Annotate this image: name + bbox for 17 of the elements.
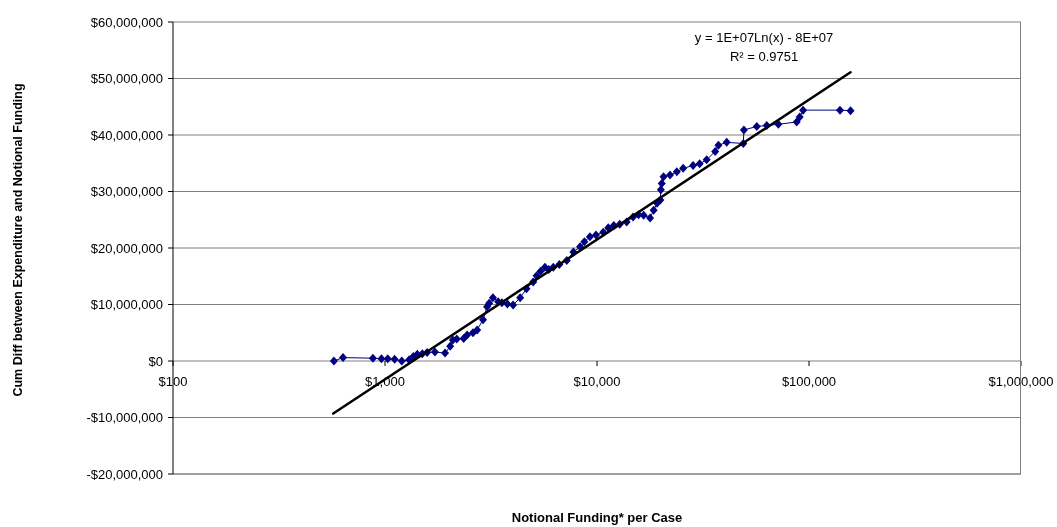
x-tick-label: $100 xyxy=(158,374,188,389)
y-tick-label: -$20,000,000 xyxy=(86,466,163,482)
y-tick-label: $30,000,000 xyxy=(90,184,163,200)
x-tick-label: $100,000 xyxy=(781,374,837,389)
x-tick-label: $1,000,000 xyxy=(988,374,1054,389)
y-tick-label: -$10,000,000 xyxy=(86,410,163,426)
y-tick-label: $60,000,000 xyxy=(90,14,163,30)
x-axis-title: Notional Funding* per Case xyxy=(511,510,683,525)
y-axis-title: Cum Diff between Expenditure and Notional Funding xyxy=(10,83,26,397)
annotation: R² = 0.9751 xyxy=(729,49,799,64)
y-tick-label: $20,000,000 xyxy=(90,240,163,256)
annotation: y = 1E+07Ln(x) - 8E+07 xyxy=(694,30,834,45)
y-tick-label: $10,000,000 xyxy=(90,297,163,313)
y-tick-label: $0 xyxy=(148,353,163,369)
y-tick-label: $40,000,000 xyxy=(90,127,163,143)
x-tick-label: $10,000 xyxy=(573,374,621,389)
y-tick-label: $50,000,000 xyxy=(90,71,163,87)
